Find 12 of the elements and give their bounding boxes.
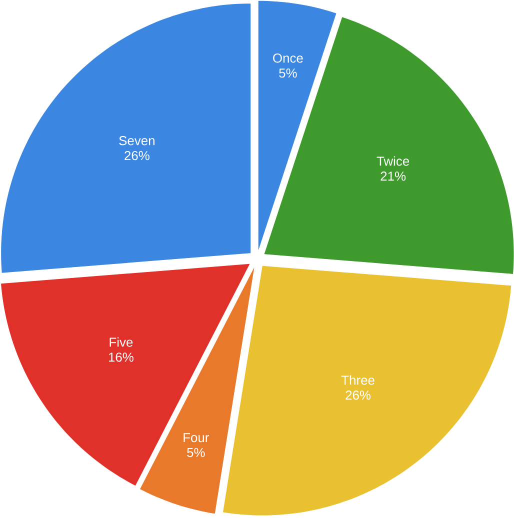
slice-label: Seven bbox=[119, 136, 154, 146]
data-label: 16% bbox=[108, 352, 134, 362]
slice-label: Five bbox=[110, 337, 133, 347]
slice-label: Twice bbox=[376, 156, 410, 166]
slice-label: Three bbox=[341, 375, 374, 385]
data-label: 5% bbox=[187, 448, 205, 458]
data-label: 5% bbox=[279, 68, 297, 78]
data-label: 26% bbox=[124, 150, 150, 160]
slice-label: Four bbox=[184, 433, 209, 442]
data-label: 26% bbox=[346, 390, 371, 400]
slice-label: Once bbox=[273, 54, 303, 63]
data-label: 21% bbox=[380, 172, 406, 181]
